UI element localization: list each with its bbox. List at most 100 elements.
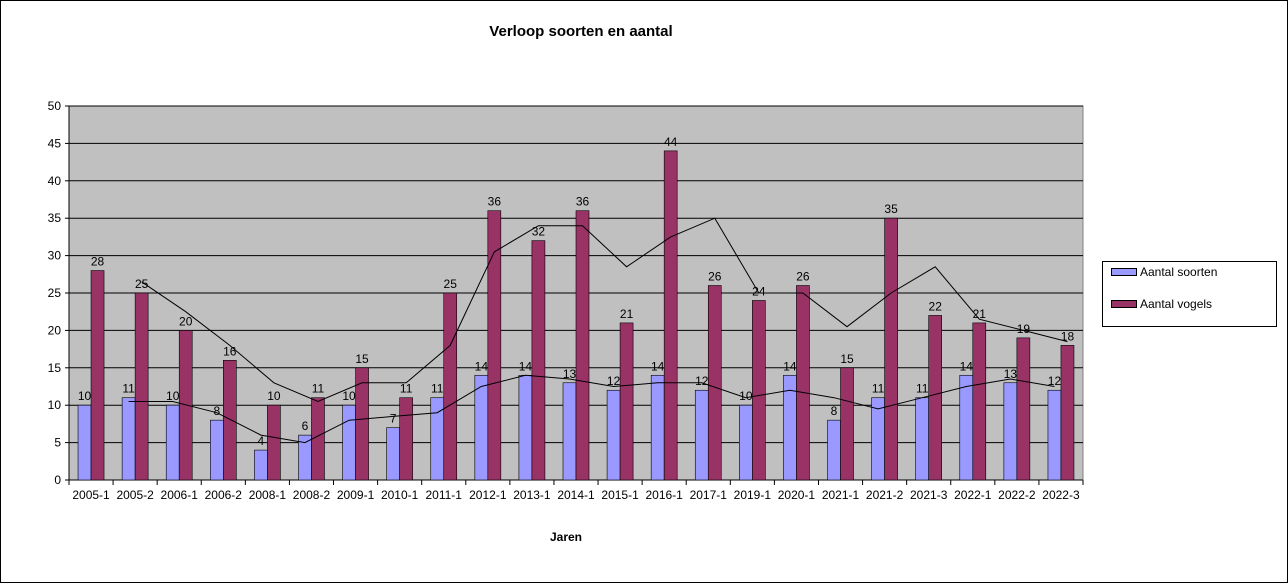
y-tick-label: 25 [48, 286, 62, 300]
data-label-soorten: 10 [78, 389, 92, 403]
data-label-vogels: 32 [532, 225, 546, 239]
data-label-soorten: 13 [1004, 367, 1018, 381]
data-label-soorten: 8 [831, 404, 838, 418]
x-axis-title: Jaren [549, 530, 583, 544]
data-label-vogels: 15 [355, 352, 369, 366]
x-tick-label: 2014-1 [557, 488, 595, 502]
bar-soorten [650, 374, 665, 481]
data-label-soorten: 11 [872, 382, 885, 396]
bar-soorten [165, 404, 180, 481]
bar-vogels [443, 292, 458, 481]
data-label-soorten: 12 [1048, 374, 1062, 388]
legend-label-soorten: Aantal soorten [1140, 265, 1218, 279]
bar-vogels [884, 217, 898, 481]
y-tick-label: 40 [48, 174, 62, 188]
data-label-vogels: 22 [929, 299, 943, 313]
y-tick-label: 45 [48, 136, 62, 150]
data-label-vogels: 36 [488, 195, 502, 209]
bar-vogels [134, 292, 149, 481]
data-label-soorten: 13 [563, 367, 577, 381]
bar-soorten [210, 419, 224, 481]
x-tick-label: 2021-1 [822, 488, 860, 502]
bar-soorten [1047, 389, 1062, 481]
x-tick-label: 2012-1 [469, 488, 507, 502]
bar-soorten [254, 449, 268, 481]
x-tick-label: 2010-1 [381, 488, 419, 502]
data-label-vogels: 11 [312, 382, 325, 396]
bar-soorten [121, 397, 136, 481]
x-tick-label: 2008-2 [293, 488, 331, 502]
x-tick-label: 2021-3 [910, 488, 948, 502]
bar-vogels [531, 240, 546, 481]
bar-vogels [355, 367, 369, 481]
data-label-soorten: 12 [695, 374, 709, 388]
x-tick-label: 2022-1 [954, 488, 992, 502]
y-tick-label: 35 [48, 211, 62, 225]
bar-vogels [487, 210, 502, 481]
bar-soorten [739, 404, 753, 481]
y-tick-label: 20 [48, 323, 62, 337]
bar-soorten [606, 389, 621, 481]
y-tick-label: 15 [48, 361, 62, 375]
y-tick-label: 30 [48, 249, 62, 263]
bar-vogels [928, 315, 942, 481]
bar-vogels [399, 397, 413, 481]
data-label-vogels: 10 [267, 389, 281, 403]
data-label-vogels: 19 [1017, 322, 1031, 336]
y-tick-label: 10 [48, 398, 62, 412]
bar-vogels [223, 360, 237, 481]
bar-soorten [518, 374, 533, 481]
data-label-vogels: 15 [840, 352, 854, 366]
data-label-soorten: 4 [258, 434, 265, 448]
bar-soorten [959, 374, 974, 481]
data-label-vogels: 25 [444, 277, 458, 291]
bar-vogels [575, 210, 590, 481]
y-tick-label: 0 [54, 473, 61, 487]
x-tick-label: 2022-2 [998, 488, 1036, 502]
bar-vogels [840, 367, 854, 481]
bar-vogels [972, 322, 987, 481]
bar-soorten [342, 404, 356, 481]
data-label-vogels: 26 [708, 270, 722, 284]
x-tick-label: 2006-2 [205, 488, 243, 502]
y-tick-label: 50 [48, 99, 62, 113]
data-label-vogels: 20 [179, 314, 193, 328]
x-tick-label: 2015-1 [601, 488, 639, 502]
bar-soorten [694, 389, 709, 481]
chart-title: Verloop soorten en aantal [489, 23, 673, 40]
data-label-vogels: 24 [752, 284, 766, 298]
bar-vogels [1060, 345, 1075, 481]
data-label-soorten: 10 [342, 389, 356, 403]
x-tick-label: 2017-1 [690, 488, 728, 502]
data-label-soorten: 11 [431, 382, 444, 396]
bar-soorten [915, 397, 929, 481]
data-label-soorten: 11 [916, 382, 929, 396]
data-label-soorten: 14 [651, 359, 665, 373]
legend-swatch-soorten [1111, 268, 1137, 276]
data-label-vogels: 35 [884, 202, 898, 216]
bar-vogels [796, 285, 810, 481]
data-label-vogels: 28 [91, 255, 105, 269]
bar-vogels [90, 270, 105, 481]
data-label-soorten: 6 [302, 419, 309, 433]
bar-vogels [663, 150, 678, 481]
data-label-vogels: 11 [400, 382, 413, 396]
bar-soorten [386, 427, 400, 481]
bar-vogels [267, 404, 281, 481]
bar-soorten [474, 374, 489, 481]
bar-vogels [707, 285, 722, 481]
x-tick-label: 2021-2 [866, 488, 904, 502]
bar-soorten [827, 419, 841, 481]
legend-label-vogels: Aantal vogels [1140, 297, 1213, 311]
data-label-vogels: 21 [620, 307, 634, 321]
data-label-vogels: 16 [223, 344, 237, 358]
data-label-soorten: 12 [607, 374, 621, 388]
bar-soorten [562, 382, 577, 481]
data-label-soorten: 7 [390, 412, 397, 426]
data-label-soorten: 14 [783, 359, 797, 373]
data-label-vogels: 26 [796, 270, 810, 284]
data-label-soorten: 11 [122, 382, 135, 396]
data-label-soorten: 8 [213, 404, 220, 418]
data-label-vogels: 18 [1061, 329, 1075, 343]
